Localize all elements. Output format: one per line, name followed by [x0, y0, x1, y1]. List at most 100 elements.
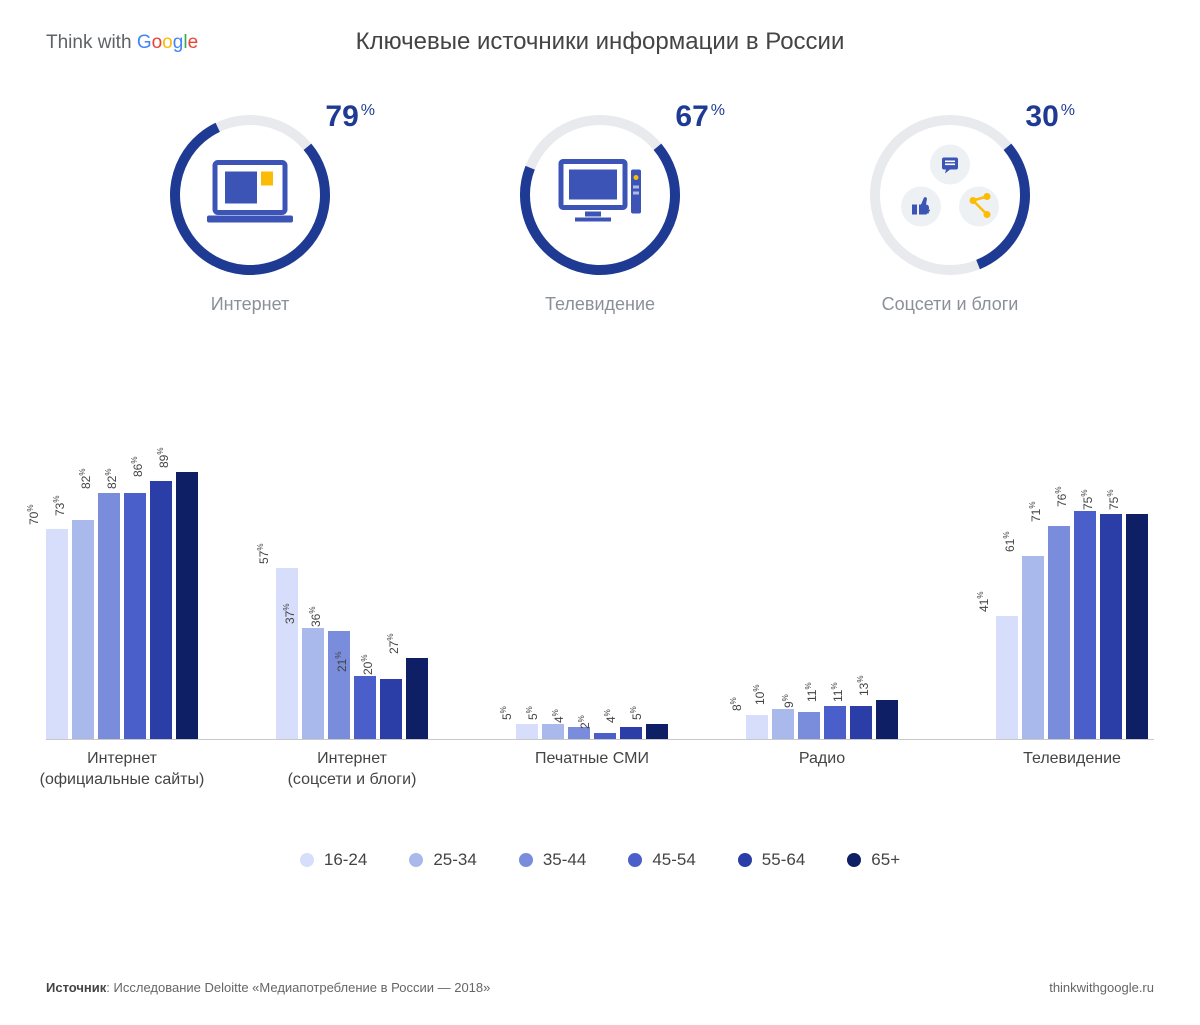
bar-value-label: 10%: [752, 685, 767, 705]
bar: 57%: [276, 568, 298, 739]
donut-label: Соцсети и блоги: [850, 294, 1050, 315]
legend-label: 55-64: [762, 850, 805, 870]
donut-percent: 67%: [675, 100, 725, 134]
bar: 10%: [772, 709, 794, 739]
legend-swatch: [847, 853, 861, 867]
laptop-icon: [205, 158, 295, 233]
bar-group: 70%73%82%82%86%89%Интернет (официальные …: [46, 472, 198, 739]
bar-value-label: 75%: [1106, 490, 1121, 510]
bar-value-label: 73%: [52, 496, 67, 516]
bar-group-label: Радио: [742, 749, 902, 770]
bar-value-label: 9%: [781, 694, 796, 708]
bar-value-label: 27%: [386, 634, 401, 654]
legend-swatch: [300, 853, 314, 867]
legend-swatch: [628, 853, 642, 867]
donut-1: 67% Телевидение: [500, 110, 700, 315]
bar: 8%: [746, 715, 768, 739]
bar: 27%: [406, 658, 428, 739]
bar-value-label: 82%: [104, 469, 119, 489]
bar: 71%: [1048, 526, 1070, 739]
bar-value-label: 61%: [1002, 532, 1017, 552]
donut-2: 30% Соцсети и блоги: [850, 110, 1050, 315]
bar: 73%: [72, 520, 94, 739]
legend-label: 25-34: [433, 850, 476, 870]
bar-value-label: 20%: [360, 655, 375, 675]
bar-value-label: 41%: [976, 592, 991, 612]
bar: 76%: [1074, 511, 1096, 739]
bar-value-label: 11%: [804, 682, 819, 702]
bar: 61%: [1022, 556, 1044, 739]
donut-row: 79% Интернет 67% Телевидение: [0, 110, 1200, 315]
bar: 13%: [876, 700, 898, 739]
legend-item: 35-44: [519, 850, 586, 870]
donut-0: 79% Интернет: [150, 110, 350, 315]
bar: 86%: [150, 481, 172, 739]
bar-group-label: Печатные СМИ: [512, 749, 672, 770]
tv-icon: [555, 156, 645, 235]
bar: 2%: [594, 733, 616, 739]
legend-label: 16-24: [324, 850, 367, 870]
legend-label: 35-44: [543, 850, 586, 870]
bar-value-label: 70%: [26, 505, 41, 525]
bar-group-label: Интернет (соцсети и блоги): [252, 749, 452, 791]
bar-value-label: 76%: [1054, 487, 1069, 507]
bar-value-label: 5%: [525, 706, 540, 720]
footer: Источник: Исследование Deloitte «Медиапо…: [46, 980, 1154, 995]
bar: 89%: [176, 472, 198, 739]
bar: 36%: [328, 631, 350, 739]
legend-label: 45-54: [652, 850, 695, 870]
bar: 4%: [620, 727, 642, 739]
bar: 11%: [824, 706, 846, 739]
bar-value-label: 11%: [830, 682, 845, 702]
bar-value-label: 5%: [499, 706, 514, 720]
donut-percent: 30%: [1025, 100, 1075, 134]
legend-item: 25-34: [409, 850, 476, 870]
bar: 11%: [850, 706, 872, 739]
bar-value-label: 4%: [603, 709, 618, 723]
bar: 70%: [46, 529, 68, 739]
bar: 5%: [542, 724, 564, 739]
bar-value-label: 89%: [156, 448, 171, 468]
bar-value-label: 36%: [308, 607, 323, 627]
bar: 5%: [646, 724, 668, 739]
bar: 75%: [1100, 514, 1122, 739]
bar: 82%: [98, 493, 120, 739]
bar-group: 8%10%9%11%11%13%Радио: [746, 700, 898, 739]
bar-chart: 70%73%82%82%86%89%Интернет (официальные …: [46, 400, 1154, 800]
bar: 5%: [516, 724, 538, 739]
bar: 37%: [302, 628, 324, 739]
donut-label: Телевидение: [500, 294, 700, 315]
donut-label: Интернет: [150, 294, 350, 315]
legend: 16-24 25-34 35-44 45-54 55-64 65+: [0, 850, 1200, 870]
bar-value-label: 86%: [130, 457, 145, 477]
legend-swatch: [738, 853, 752, 867]
bar-value-label: 5%: [629, 706, 644, 720]
bar: 20%: [380, 679, 402, 739]
social-icon: [895, 143, 1005, 248]
bar: 9%: [798, 712, 820, 739]
legend-swatch: [409, 853, 423, 867]
legend-item: 65+: [847, 850, 900, 870]
bar-value-label: 75%: [1080, 490, 1095, 510]
page-title: Ключевые источники информации в России: [0, 28, 1200, 56]
bar-group-label: Телевидение: [992, 749, 1152, 770]
bar-group: 5%5%4%2%4%5%Печатные СМИ: [516, 724, 668, 739]
donut-percent: 79%: [325, 100, 375, 134]
bar-group: 41%61%71%76%75%75%Телевидение: [996, 511, 1148, 739]
bar-value-label: 2%: [577, 715, 592, 729]
bar-group: 57%37%36%21%20%27%Интернет (соцсети и бл…: [276, 568, 428, 739]
legend-item: 45-54: [628, 850, 695, 870]
bar-value-label: 8%: [729, 697, 744, 711]
footer-url: thinkwithgoogle.ru: [1049, 980, 1154, 995]
bar-value-label: 13%: [856, 676, 871, 696]
legend-item: 55-64: [738, 850, 805, 870]
legend-label: 65+: [871, 850, 900, 870]
bar: 41%: [996, 616, 1018, 739]
footer-source: Источник: Исследование Deloitte «Медиапо…: [46, 980, 490, 995]
bar-value-label: 71%: [1028, 502, 1043, 522]
bar-group-label: Интернет (официальные сайты): [22, 749, 222, 791]
bar: 75%: [1126, 514, 1148, 739]
legend-swatch: [519, 853, 533, 867]
bar: 21%: [354, 676, 376, 739]
bar-value-label: 37%: [282, 604, 297, 624]
